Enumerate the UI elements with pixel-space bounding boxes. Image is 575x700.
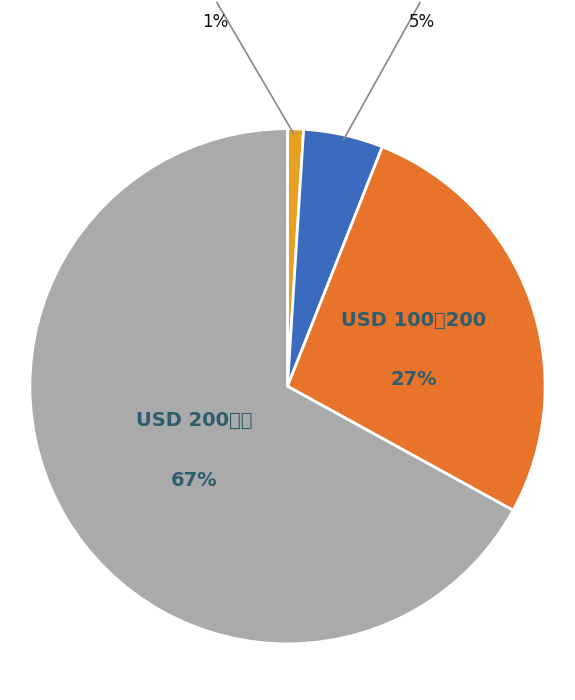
Text: 5%: 5% — [408, 13, 435, 31]
Text: USD 100～200: USD 100～200 — [341, 311, 486, 330]
Text: 67%: 67% — [171, 470, 218, 489]
Text: 1%: 1% — [202, 13, 228, 31]
Wedge shape — [30, 129, 513, 644]
Wedge shape — [288, 147, 545, 510]
Wedge shape — [288, 129, 304, 386]
Text: USD 200以上: USD 200以上 — [136, 412, 252, 430]
Text: 27%: 27% — [390, 370, 437, 389]
Wedge shape — [288, 130, 382, 386]
